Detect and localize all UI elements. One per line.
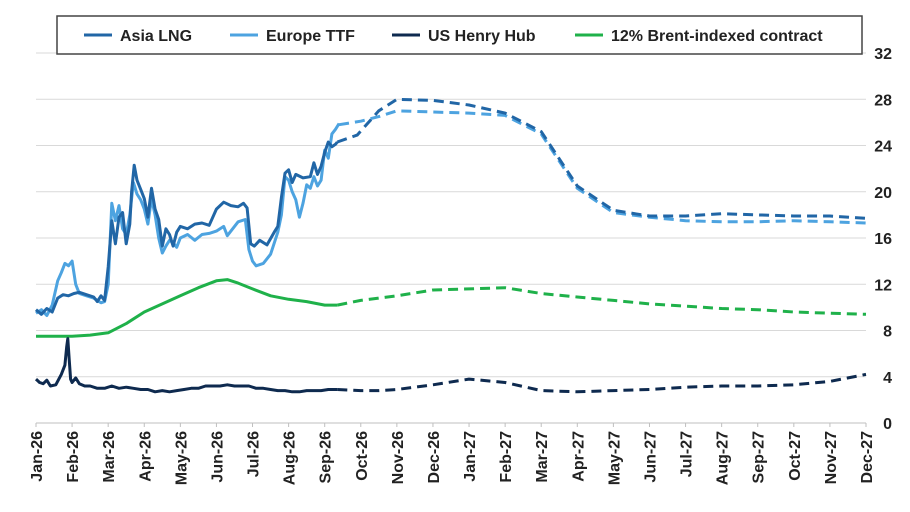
y-tick-label: 32	[874, 46, 892, 63]
y-tick-label: 4	[883, 370, 892, 387]
y-tick-label: 0	[883, 416, 892, 433]
us-henry-hub-forecast-line	[337, 372, 867, 394]
y-tick-label: 8	[883, 324, 892, 341]
x-tick-label: Nov-26	[390, 431, 407, 484]
legend-box	[56, 15, 863, 55]
us-henry-hub-line	[34, 337, 338, 394]
y-axis: 0 4 8 12 16 20 24 28 32	[874, 46, 892, 433]
legend-label-12-brent-indexed-contract: 12% Brent-indexed contract	[611, 28, 823, 45]
y-tick-label: 20	[874, 185, 892, 202]
x-tick-label: Aug-26	[282, 431, 299, 485]
asia-lng-line	[35, 140, 339, 316]
y-tick-label: 16	[874, 231, 892, 248]
europe-ttf-forecast-line	[338, 109, 867, 225]
x-tick-label: Sep-26	[318, 431, 335, 484]
x-tick-label: Aug-27	[715, 431, 732, 485]
12-brent-indexed-contract-line	[36, 278, 338, 338]
x-tick-label: Apr-26	[137, 431, 154, 482]
legend: Asia LNG Europe TTF US Henry Hub 12% Brent-…	[56, 15, 863, 55]
x-tick-label: Feb-26	[65, 431, 82, 483]
europe-ttf-line	[35, 122, 341, 317]
x-tick-label: Oct-26	[354, 431, 371, 481]
legend-label-asia-lng: Asia LNG	[120, 28, 192, 45]
x-tick-label: Feb-27	[498, 431, 515, 483]
legend-label-europe-ttf: Europe TTF	[266, 28, 355, 45]
y-tick-label: 12	[874, 277, 892, 294]
12-brent-indexed-contract-forecast-line	[337, 286, 867, 316]
asia-lng-forecast-line	[336, 97, 867, 220]
x-tick-label: Dec-27	[859, 431, 876, 484]
x-tick-label: Sep-27	[751, 431, 768, 484]
x-tick-label: Nov-27	[823, 431, 840, 484]
x-tick-label: Jan-27	[462, 431, 479, 482]
x-axis: Jan-26 Feb-26 Mar-26 Apr-26 May-26 Jun-26 Jul-…	[29, 423, 876, 485]
x-tick-label: Jan-26	[29, 431, 46, 482]
x-tick-label: May-26	[173, 431, 190, 485]
y-tick-label: 28	[874, 92, 892, 109]
x-tick-label: Dec-26	[426, 431, 443, 484]
y-tick-label: 24	[874, 139, 892, 156]
x-tick-label: Mar-26	[101, 431, 118, 483]
x-tick-label: May-27	[606, 431, 623, 485]
legend-label-us-henry-hub: US Henry Hub	[428, 28, 536, 45]
x-tick-label: Mar-27	[534, 431, 551, 483]
x-tick-label: Apr-27	[570, 431, 587, 482]
x-tick-label: Jun-26	[209, 431, 226, 483]
x-tick-label: Jul-26	[246, 431, 263, 477]
x-tick-label: Oct-27	[787, 431, 804, 481]
series-lines	[34, 97, 867, 394]
x-tick-label: Jun-27	[642, 431, 659, 483]
x-tick-label: Jul-27	[679, 431, 696, 477]
